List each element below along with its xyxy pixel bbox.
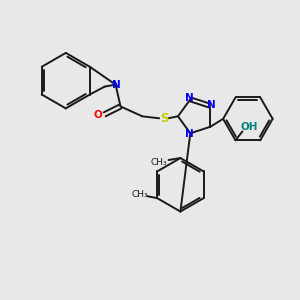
Text: OH: OH (241, 122, 258, 132)
Text: N: N (207, 100, 216, 110)
Text: O: O (93, 110, 102, 120)
Text: CH₃: CH₃ (131, 190, 148, 199)
Text: N: N (112, 80, 121, 90)
Text: CH₃: CH₃ (150, 158, 167, 166)
Text: N: N (185, 93, 194, 103)
Text: S: S (160, 112, 168, 125)
Text: N: N (185, 129, 194, 139)
